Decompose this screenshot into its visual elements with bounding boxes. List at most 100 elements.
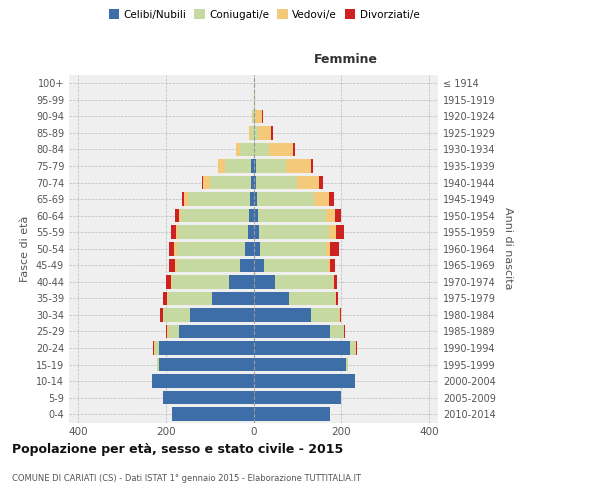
Bar (251, 126, 254, 140)
Bar (175, 209, 179, 222)
Bar (254, 342, 350, 355)
Bar (167, 324, 168, 338)
Bar (248, 226, 254, 239)
Bar (160, 308, 163, 322)
Bar (249, 126, 251, 140)
Bar (258, 209, 326, 222)
Bar (334, 275, 337, 288)
Y-axis label: Anni di nascita: Anni di nascita (503, 208, 512, 290)
Bar (168, 324, 179, 338)
Bar (344, 324, 346, 338)
Bar (252, 110, 253, 123)
Bar (249, 209, 254, 222)
Bar (254, 93, 255, 106)
Bar (289, 292, 335, 305)
Bar (172, 275, 229, 288)
Bar (256, 176, 298, 190)
Bar (254, 391, 341, 404)
Bar (254, 275, 275, 288)
Bar (257, 192, 314, 206)
Bar (326, 242, 331, 256)
Bar (179, 324, 254, 338)
Bar (329, 226, 335, 239)
Bar (355, 342, 356, 355)
Bar (179, 209, 181, 222)
Text: COMUNE DI CARIATI (CS) - Dati ISTAT 1° gennaio 2015 - Elaborazione TUTTITALIA.IT: COMUNE DI CARIATI (CS) - Dati ISTAT 1° g… (12, 474, 361, 483)
Bar (335, 292, 338, 305)
Bar (229, 275, 254, 288)
Bar (241, 258, 254, 272)
Bar (314, 192, 329, 206)
Bar (350, 342, 355, 355)
Bar (339, 308, 340, 322)
Bar (163, 292, 167, 305)
Bar (253, 110, 254, 123)
Bar (331, 324, 344, 338)
Bar (209, 176, 251, 190)
Bar (254, 226, 259, 239)
Bar (245, 242, 254, 256)
Bar (254, 408, 331, 421)
Bar (172, 408, 254, 421)
Bar (254, 110, 256, 123)
Bar (326, 209, 335, 222)
Bar (346, 358, 348, 372)
Bar (181, 209, 249, 222)
Bar (259, 226, 329, 239)
Bar (254, 142, 269, 156)
Bar (254, 159, 256, 173)
Bar (298, 176, 319, 190)
Bar (254, 308, 311, 322)
Bar (254, 242, 260, 256)
Bar (286, 159, 311, 173)
Bar (275, 275, 332, 288)
Bar (356, 342, 357, 355)
Bar (311, 159, 313, 173)
Text: Femmine: Femmine (314, 54, 378, 66)
Bar (254, 292, 289, 305)
Bar (329, 192, 334, 206)
Bar (241, 142, 254, 156)
Bar (184, 192, 188, 206)
Bar (190, 308, 254, 322)
Text: Maschi: Maschi (0, 54, 1, 66)
Bar (176, 226, 178, 239)
Bar (331, 258, 335, 272)
Bar (178, 226, 248, 239)
Bar (176, 242, 245, 256)
Bar (154, 342, 155, 355)
Bar (254, 358, 346, 372)
Bar (332, 275, 334, 288)
Bar (175, 242, 176, 256)
Bar (254, 126, 258, 140)
Bar (169, 242, 175, 256)
Bar (153, 342, 154, 355)
Bar (254, 209, 258, 222)
Bar (163, 391, 254, 404)
Bar (293, 142, 295, 156)
Bar (251, 159, 254, 173)
Bar (250, 192, 254, 206)
Bar (203, 176, 209, 190)
Bar (188, 192, 250, 206)
Bar (172, 226, 176, 239)
Bar (269, 142, 293, 156)
Bar (254, 258, 265, 272)
Bar (311, 308, 339, 322)
Bar (254, 324, 331, 338)
Bar (182, 192, 184, 206)
Bar (169, 258, 175, 272)
Bar (212, 292, 254, 305)
Bar (335, 209, 341, 222)
Bar (260, 242, 326, 256)
Bar (218, 159, 225, 173)
Bar (256, 159, 286, 173)
Bar (166, 275, 171, 288)
Bar (163, 308, 190, 322)
Bar (254, 192, 257, 206)
Bar (176, 258, 241, 272)
Bar (262, 110, 263, 123)
Bar (319, 176, 323, 190)
Bar (251, 176, 254, 190)
Bar (159, 342, 254, 355)
